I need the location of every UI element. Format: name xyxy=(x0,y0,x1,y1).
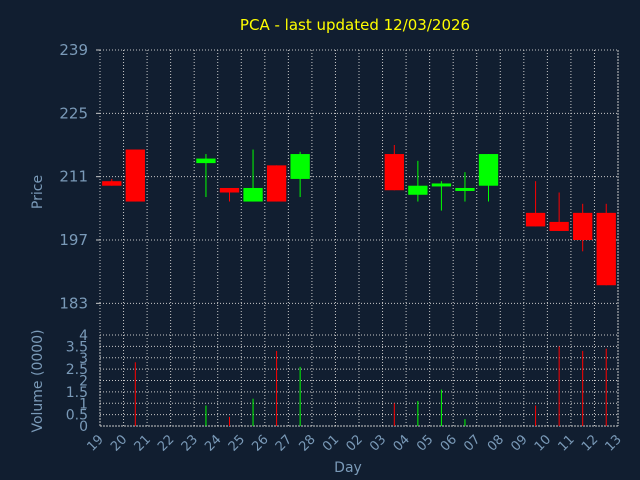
volume-axis-label: Volume (0000) xyxy=(30,329,46,432)
volume-tick-label: 4 xyxy=(79,328,88,344)
volume-tick-label: 0 xyxy=(79,419,88,435)
candle-body xyxy=(243,187,263,202)
candles xyxy=(102,145,616,286)
volume-tick-label: 1.5 xyxy=(66,385,88,401)
volume-tick-label: 2.5 xyxy=(66,362,88,378)
candle-body xyxy=(549,221,569,231)
volume-tick-label: 3.5 xyxy=(66,339,88,355)
volume-grid xyxy=(99,334,619,427)
day-tick-label: 05 xyxy=(414,432,436,454)
day-tick-label: 11 xyxy=(555,432,577,454)
day-tick-label: 28 xyxy=(296,432,318,454)
price-axis: 183 197 211 225 239 xyxy=(59,41,100,312)
day-tick-label: 13 xyxy=(603,432,625,454)
candle-body xyxy=(431,183,452,187)
day-tick-label: 26 xyxy=(249,432,271,454)
day-tick-label: 19 xyxy=(85,432,107,454)
day-tick-label: 10 xyxy=(532,432,554,454)
volume-tick-label: 2 xyxy=(79,374,88,390)
candle-body xyxy=(596,212,616,286)
candle-body xyxy=(455,187,475,191)
candle-body xyxy=(408,185,428,195)
day-tick-label: 08 xyxy=(485,432,507,454)
day-tick-label: 22 xyxy=(155,432,177,454)
price-tick-label: 183 xyxy=(59,294,88,312)
price-grid xyxy=(99,49,619,336)
day-tick-label: 21 xyxy=(132,432,154,454)
day-tick-label: 23 xyxy=(179,432,201,454)
candle-body xyxy=(125,149,145,202)
x-axis-label: Day xyxy=(334,460,362,476)
day-axis: 19 20 21 22 23 24 25 26 27 28 01 02 03 04 05 06 07 08 09 10… xyxy=(85,432,625,454)
price-tick-label: 197 xyxy=(59,231,88,249)
day-tick-label: 03 xyxy=(367,432,389,454)
day-tick-label: 01 xyxy=(320,432,342,454)
candle-body xyxy=(196,158,216,164)
chart-title: PCA - last updated 12/03/2026 xyxy=(240,16,470,34)
price-tick-label: 211 xyxy=(59,168,88,186)
candle-body xyxy=(573,212,593,240)
day-tick-label: 06 xyxy=(438,432,460,454)
price-tick-label: 239 xyxy=(59,41,88,59)
day-tick-label: 02 xyxy=(344,432,366,454)
candle-body xyxy=(102,181,122,186)
candle-body xyxy=(290,154,310,179)
volume-tick-label: 0.5 xyxy=(66,408,88,424)
day-tick-label: 04 xyxy=(391,432,413,454)
day-tick-label: 09 xyxy=(508,432,530,454)
volume-tick-label: 1 xyxy=(79,396,88,412)
volume-axis: 00.511.522.533.54 xyxy=(66,328,88,435)
volume-bars xyxy=(134,346,607,426)
day-tick-label: 12 xyxy=(579,432,601,454)
day-tick-label: 20 xyxy=(108,432,130,454)
price-axis-label: Price xyxy=(30,175,46,209)
day-tick-label: 24 xyxy=(202,432,224,454)
volume-tick-label: 3 xyxy=(79,351,88,367)
candle-body xyxy=(266,165,287,202)
day-tick-label: 07 xyxy=(461,432,483,454)
candle-body xyxy=(219,187,240,193)
day-tick-label: 27 xyxy=(273,432,295,454)
candle-body xyxy=(384,154,404,191)
candle-body xyxy=(525,212,546,227)
candle-body xyxy=(478,154,499,186)
price-tick-label: 225 xyxy=(59,104,88,122)
day-tick-label: 25 xyxy=(226,432,248,454)
